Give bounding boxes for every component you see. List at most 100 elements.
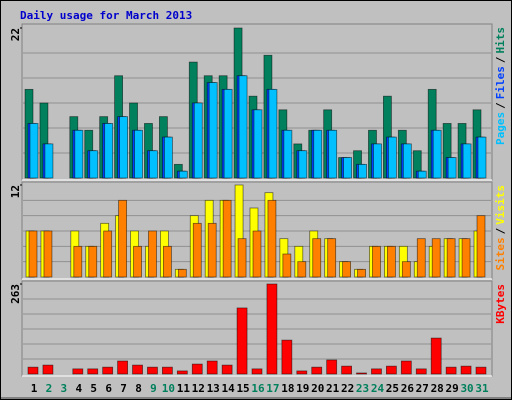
bar: [237, 238, 247, 278]
x-tick-label: 13: [207, 382, 220, 395]
bar: [117, 360, 128, 375]
bar: [460, 365, 472, 375]
bar: [43, 230, 53, 278]
legend-entry: Sites: [494, 237, 507, 270]
x-tick-label: 16: [251, 382, 265, 395]
legend-entry: Files: [494, 66, 507, 99]
bar: [133, 245, 142, 278]
bar: [281, 339, 293, 375]
bar: [342, 261, 352, 278]
bar: [386, 245, 396, 278]
bar: [298, 150, 308, 179]
bar: [387, 136, 397, 179]
legend-entry: Visits: [494, 185, 507, 225]
x-tick-label: 31: [475, 382, 489, 395]
x-tick-label: 15: [236, 382, 249, 395]
x-tick-label: 28: [431, 382, 444, 395]
bar: [236, 307, 248, 375]
x-tick-label: 30: [460, 382, 473, 395]
bar: [191, 363, 203, 375]
bar: [73, 245, 83, 278]
bar: [461, 238, 471, 278]
x-tick-label: 12: [192, 382, 205, 395]
bar: [313, 129, 323, 179]
x-tick-label: 11: [177, 382, 191, 395]
x-tick-label: 5: [90, 382, 97, 395]
bar: [445, 366, 457, 375]
bar: [476, 215, 486, 278]
legend: Pages / Files / Hits: [494, 27, 507, 145]
bar: [432, 129, 442, 179]
x-tick-label: 9: [150, 382, 157, 395]
x-tick-label: 27: [416, 382, 429, 395]
x-tick-label: 4: [75, 382, 82, 395]
bar: [343, 157, 353, 179]
bar: [221, 364, 233, 375]
bar: [400, 360, 412, 375]
bar: [223, 88, 233, 179]
bar: [193, 102, 203, 179]
bar: [87, 368, 99, 375]
bar: [401, 261, 411, 278]
bar: [238, 75, 248, 179]
bar: [132, 364, 143, 375]
x-tick-label: 19: [296, 382, 309, 395]
x-tick-label: 21: [326, 382, 340, 395]
x-tick-label: 26: [401, 382, 415, 395]
x-tick-label: 3: [61, 382, 68, 395]
legend-separator: /: [494, 56, 507, 63]
y-tick-label: 263: [9, 284, 22, 304]
bar: [44, 143, 54, 179]
x-tick-label: 2: [46, 382, 53, 395]
bar: [372, 245, 381, 278]
bar: [177, 268, 187, 278]
x-tick-label: 7: [120, 382, 127, 395]
bar: [341, 365, 353, 375]
bar: [417, 170, 427, 179]
bar: [206, 360, 218, 375]
bar: [266, 283, 278, 375]
x-tick-label: 29: [446, 382, 459, 395]
bar: [29, 123, 39, 179]
bar: [447, 157, 457, 179]
bar: [328, 129, 338, 179]
bar: [72, 368, 84, 375]
bar: [27, 366, 39, 375]
bar: [356, 372, 367, 375]
x-tick-label: 17: [266, 382, 279, 395]
x-tick-label: 10: [162, 382, 175, 395]
legend-entry: Hits: [494, 27, 507, 54]
bar: [311, 366, 323, 375]
bar: [134, 129, 143, 179]
bar: [119, 116, 128, 179]
x-tick-label: 8: [135, 382, 142, 395]
x-tick-label: 18: [281, 382, 294, 395]
bar: [42, 364, 54, 375]
bar: [104, 123, 114, 179]
x-tick-label: 22: [341, 382, 354, 395]
bar: [326, 359, 338, 375]
legend: KBytes: [494, 284, 507, 324]
legend: Sites / Visits: [494, 185, 507, 271]
bar: [161, 366, 173, 375]
chart-title: Daily usage for March 2013: [20, 9, 192, 22]
bar: [192, 222, 202, 278]
bar: [103, 230, 113, 278]
legend-separator: /: [494, 227, 507, 234]
bar: [312, 238, 322, 278]
bar: [222, 199, 232, 278]
x-tick-label: 20: [311, 382, 324, 395]
bar: [357, 268, 366, 278]
legend-entry: KBytes: [494, 284, 507, 324]
bar: [358, 163, 367, 179]
bar: [371, 368, 382, 375]
bar: [118, 199, 127, 278]
bar: [373, 143, 382, 179]
bar: [149, 150, 158, 179]
bar: [178, 170, 188, 179]
x-tick-label: 6: [105, 382, 112, 395]
bar: [162, 245, 172, 278]
x-tick-label: 1: [31, 382, 38, 395]
bar: [88, 245, 98, 278]
